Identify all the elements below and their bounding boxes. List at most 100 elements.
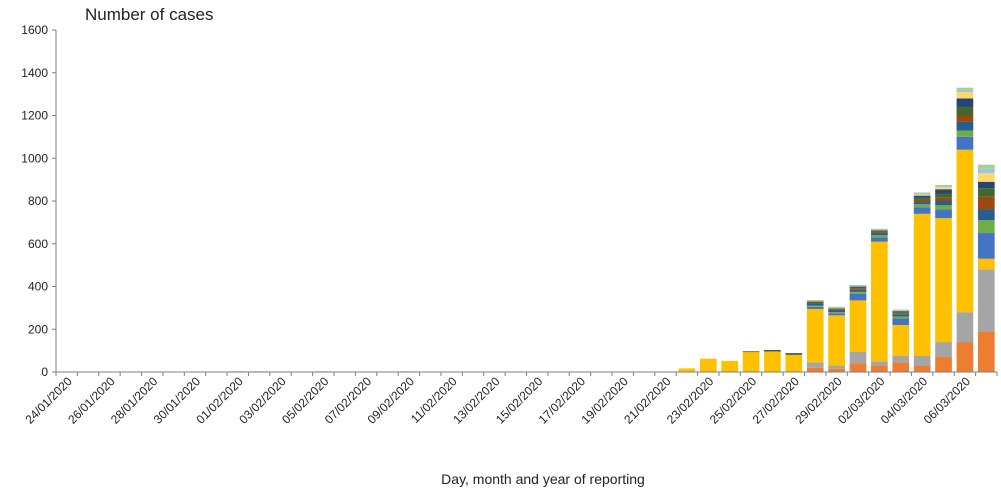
bar-segment-22-02-2020-s3 [678,368,696,372]
bar-segment-07-03-2020-s3 [977,258,995,270]
bar-segment-04-03-2020-s4 [913,207,931,214]
bar-segment-06-03-2020-s6 [956,121,974,131]
bar-segment-28-02-2020-s11 [806,300,824,302]
bar-segment-07-03-2020-s9 [977,181,995,189]
bar-segment-03-03-2020-s7 [892,313,910,315]
bars [229,87,995,373]
bar-segment-29-02-2020-s3 [828,315,845,366]
bar-segment-28-02-2020-s7 [806,302,824,304]
bar-segment-05-03-2020-s8 [935,193,952,198]
bar-segment-05-03-2020-s4 [935,209,952,219]
bar-segment-01-03-2020-s1 [849,363,867,372]
bar-segment-03-03-2020-s4 [892,318,910,325]
bar-segment-05-03-2020-s3 [935,218,952,343]
bar-segment-26-02-2020-s3 [764,351,781,372]
bar-segment-26-02-2020-s8 [764,350,781,352]
y-tick-label: 1600 [21,23,48,37]
bar-segment-02-03-2020-s5 [871,235,888,238]
bar-segment-02-03-2020-s2 [871,361,888,366]
bar-segment-06-03-2020-s3 [956,149,974,313]
bar-segment-04-03-2020-s12 [913,192,931,194]
bar-segment-29-02-2020-s5 [828,312,845,314]
bar-segment-04-03-2020-s1 [913,365,931,372]
bar-segment-02-03-2020-s11 [871,229,888,231]
bar-segment-27-02-2020-s3 [785,354,803,372]
bar-segment-28-02-2020-s9 [806,301,824,303]
bar-segment-05-03-2020-s2 [935,342,952,358]
bar-segment-25-02-2020-s3 [742,351,760,372]
bar-segment-01-03-2020-s2 [849,351,867,364]
bar-segment-24-02-2020-s3 [721,360,739,372]
y-tick-label: 1400 [21,66,48,80]
bar-segment-25-02-2020-s8 [742,351,760,353]
bar-segment-03-03-2020-s6 [892,314,910,317]
bar-segment-04-03-2020-s9 [913,195,931,198]
bar-segment-05-03-2020-s9 [935,189,952,194]
bar-segment-03-03-2020-s12 [892,309,910,311]
bar-segment-28-02-2020-s4 [806,306,824,309]
bar-segment-07-03-2020-s5 [977,220,995,234]
bar-segment-03-03-2020-s8 [892,312,910,314]
bar-segment-28-02-2020-s8 [806,301,824,303]
bar-segment-01-03-2020-s8 [849,287,867,289]
bar-segment-07-03-2020-s12 [977,164,995,169]
bar-segment-04-03-2020-s7 [913,199,931,203]
bar-segment-06-03-2020-s8 [956,106,974,116]
bar-segment-04-03-2020-s3 [913,213,931,356]
bar-segment-05-03-2020-s10 [935,187,952,190]
bar-segment-06-03-2020-s10 [956,91,974,99]
bar-segment-29-02-2020-s7 [828,309,845,311]
bar-segment-01-03-2020-s11 [849,285,867,287]
y-tick-label: 1200 [21,109,48,123]
bar-segment-06-03-2020-s4 [956,136,974,150]
bar-segment-01-03-2020-s12 [849,285,867,286]
bar-segment-26-02-2020-s9 [764,349,781,351]
bar-segment-01-03-2020-s5 [849,291,867,294]
bar-segment-07-03-2020-s4 [977,233,995,259]
y-tick-label: 400 [28,280,48,294]
bar-segment-29-02-2020-s8 [828,308,845,310]
bar-segment-07-03-2020-s1 [977,331,995,372]
bar-segment-02-03-2020-s9 [871,230,888,232]
bar-segment-04-03-2020-s8 [913,197,931,200]
y-tick-label: 0 [41,365,48,379]
bar-segment-28-02-2020-s12 [806,299,824,301]
bar-segment-03-03-2020-s2 [892,355,910,363]
bar-segment-27-02-2020-s9 [785,353,803,354]
bar-segment-07-03-2020-s7 [977,196,995,210]
bar-segment-03-03-2020-s1 [892,362,910,372]
bar-segment-06-03-2020-s2 [956,312,974,343]
bar-segment-07-03-2020-s8 [977,188,995,197]
bar-segment-01-03-2020-s4 [849,293,867,301]
y-axis: 0 200 400 600 800 1000 1200 1400 1600 [21,23,57,379]
bar-segment-07-03-2020-s10 [977,173,995,182]
bar-segment-28-02-2020-s3 [806,308,824,363]
bar-segment-01-03-2020-s10 [849,285,867,287]
bar-segment-03-03-2020-s3 [892,324,910,356]
bar-segment-02-03-2020-s1 [871,365,888,372]
bar-segment-04-03-2020-s2 [913,355,931,366]
bar-segment-05-03-2020-s11 [935,186,952,188]
bar-segment-07-03-2020-s11 [977,168,995,174]
bar-segment-03-03-2020-s10 [892,310,910,312]
bar-segment-29-02-2020-s6 [828,310,845,313]
bar-segment-28-02-2020-s6 [806,303,824,306]
bar-segment-29-02-2020-s12 [828,306,845,308]
bar-segment-05-03-2020-s1 [935,357,952,372]
bar-segment-06-03-2020-s12 [956,87,974,90]
bar-segment-23-02-2020-s3 [699,358,717,372]
bar-segment-03-03-2020-s5 [892,316,910,319]
bar-segment-29-02-2020-s10 [828,307,845,309]
bar-segment-05-03-2020-s7 [935,197,952,201]
bar-segment-07-03-2020-s6 [977,209,995,221]
bar-segment-03-03-2020-s11 [892,310,910,311]
bar-segment-02-03-2020-s7 [871,232,888,234]
bar-segment-27-02-2020-s8 [785,353,803,355]
bar-segment-04-03-2020-s5 [913,204,931,208]
bar-segment-01-03-2020-s6 [849,289,867,292]
bar-segment-29-02-2020-s4 [828,313,845,316]
bar-segment-05-03-2020-s5 [935,205,952,210]
bar-segment-04-03-2020-s10 [913,194,931,196]
